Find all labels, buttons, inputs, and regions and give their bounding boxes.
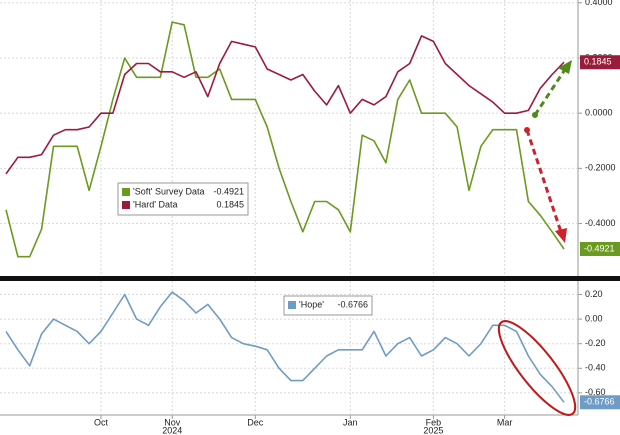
highlight-ellipse [497,320,577,416]
x-year-label: 2024 [162,425,182,435]
legend-swatch [122,201,130,209]
x-tick-label: Oct [94,417,109,427]
y-tick-label: -0.2000 [585,163,616,173]
y-tick-label: -0.40 [585,363,606,373]
arrowhead [558,60,572,74]
y-tick-label: 0.20 [585,289,603,299]
y-tick-label: -0.60 [585,387,606,397]
y-tick-label: -0.4000 [585,218,616,228]
last-value-label: -0.6766 [584,397,615,407]
y-tick-label: 0.00 [585,313,603,323]
panel-separator [0,276,620,281]
legend-swatch [122,188,130,196]
arrow-dot [524,127,530,133]
last-value-label: -0.4921 [584,243,615,253]
y-tick-label: 0.0000 [585,108,613,118]
last-value-label: 0.1845 [584,57,612,67]
legend-label: 'Hard' Data [133,199,177,209]
series-line [5,35,565,175]
legend-box [117,182,249,216]
y-tick-label: 0.4000 [585,0,613,7]
legend-value: -0.4921 [213,186,244,196]
series-line [5,21,565,258]
legend-swatch [288,301,296,309]
x-tick-label: Mar [497,417,513,427]
arrow [525,129,563,233]
series-line [5,291,565,403]
annotations [497,60,577,416]
legend-label: 'Hope' [299,299,324,309]
x-tick-label: Nov [164,417,181,427]
arrowhead [555,228,567,243]
x-year-label: 2025 [423,425,443,435]
x-tick-label: Jan [343,417,358,427]
x-tick-label: Feb [426,417,442,427]
x-tick-label: Dec [247,417,264,427]
legend-value: -0.6766 [337,299,368,309]
legend-value: 0.1845 [216,199,244,209]
last-value-badge [580,395,620,410]
arrow-dot [532,112,538,118]
legend-label: 'Soft' Survey Data [133,186,204,196]
last-value-badge [580,55,620,70]
y-tick-label: -0.20 [585,338,606,348]
legend-box [283,295,373,316]
last-value-badge [580,241,620,256]
